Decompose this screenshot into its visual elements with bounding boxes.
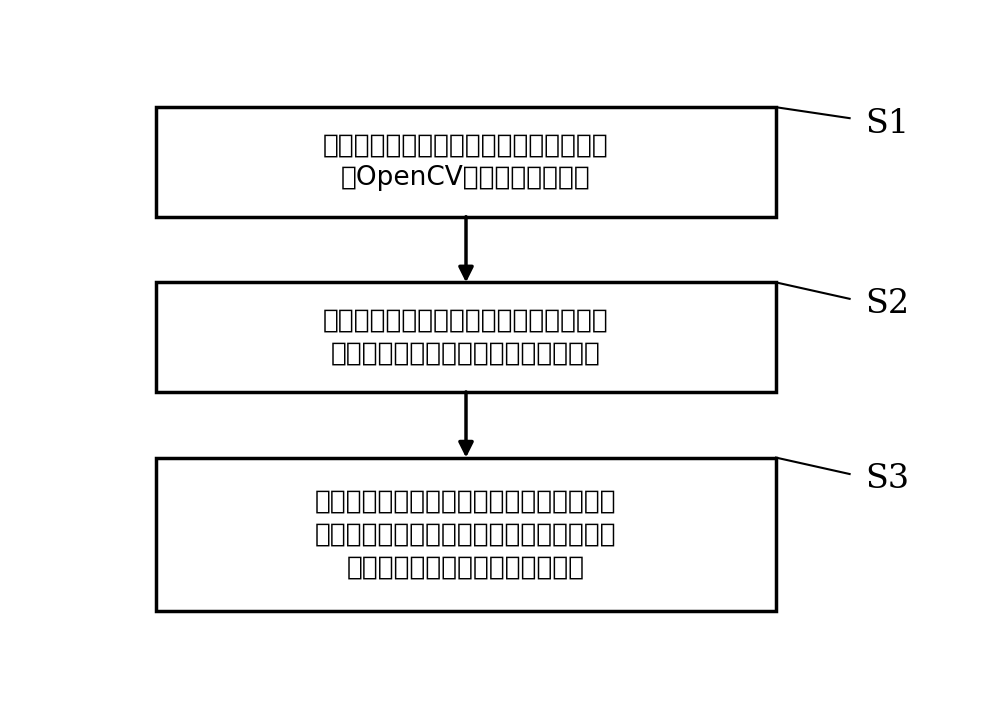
- Text: S2: S2: [865, 288, 909, 321]
- Text: 并部署到实际的平台和生产环境中: 并部署到实际的平台和生产环境中: [347, 554, 585, 580]
- Bar: [156, 458, 776, 611]
- Text: 将训练得到的模型进行编译、转换、封装，: 将训练得到的模型进行编译、转换、封装，: [315, 521, 617, 547]
- Bar: [156, 282, 776, 392]
- Text: 用OpenCV实现对数据的增广: 用OpenCV实现对数据的增广: [341, 166, 591, 191]
- Bar: [156, 107, 776, 217]
- Text: 使用标注完成的数据集训练神经网络模型，: 使用标注完成的数据集训练神经网络模型，: [315, 488, 617, 514]
- Text: S1: S1: [865, 107, 909, 139]
- Text: 整数据集，对完整数据集进行数据标注: 整数据集，对完整数据集进行数据标注: [331, 341, 601, 367]
- Text: 获取基础数据集，对基础数据集增广，采: 获取基础数据集，对基础数据集增广，采: [323, 132, 609, 159]
- Text: 将增广后的数据与基础数据集结合得到完: 将增广后的数据与基础数据集结合得到完: [323, 308, 609, 333]
- Text: S3: S3: [865, 464, 909, 496]
